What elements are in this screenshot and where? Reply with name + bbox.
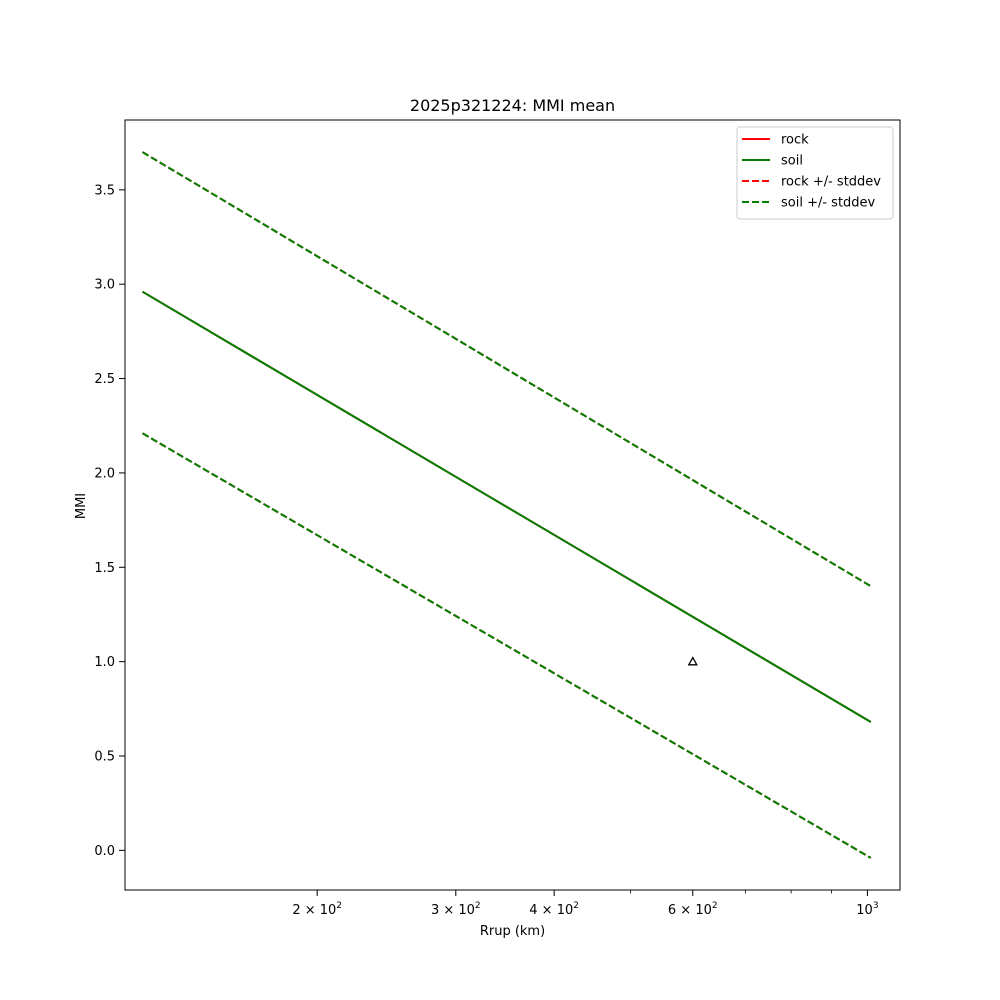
x-tick-label: 4 × 102 bbox=[529, 901, 579, 918]
legend: rock soil rock +/- stddev soil +/- stddev bbox=[736, 126, 894, 220]
y-tick-label: 2.0 bbox=[94, 466, 115, 481]
y-tick-label: 0.0 bbox=[94, 844, 115, 859]
y-tick-label: 1.0 bbox=[94, 655, 115, 670]
plot-area: 2 × 102 3 × 102 4 × 102 6 × 102 103 0.0 0.5 1.0… bbox=[94, 119, 901, 918]
y-tick-label: 1.5 bbox=[94, 561, 115, 576]
y-tick-label: 3.0 bbox=[94, 278, 115, 293]
chart-title: 2025p321224: MMI mean bbox=[410, 96, 615, 115]
series-line-soil bbox=[141, 290, 872, 723]
legend-label: soil +/- stddev bbox=[781, 196, 876, 211]
legend-label: rock +/- stddev bbox=[781, 175, 881, 190]
series-line-soil-stddev-lower bbox=[141, 432, 872, 859]
y-axis-label: MMI bbox=[74, 493, 89, 519]
plot-frame bbox=[124, 119, 901, 891]
y-tick-label: 0.5 bbox=[94, 750, 115, 765]
legend-label: soil bbox=[781, 154, 803, 169]
x-tick-label: 103 bbox=[856, 901, 878, 918]
x-tick-label: 3 × 102 bbox=[431, 901, 481, 918]
y-tick-label: 2.5 bbox=[94, 372, 115, 387]
legend-box bbox=[736, 126, 894, 220]
data-point-triangle-marker bbox=[687, 656, 698, 666]
x-axis-label: Rrup (km) bbox=[480, 924, 545, 939]
y-tick-label: 3.5 bbox=[94, 183, 115, 198]
series-line-soil-stddev-upper bbox=[141, 151, 872, 588]
x-tick-label: 6 × 102 bbox=[668, 901, 718, 918]
x-tick-label: 2 × 102 bbox=[292, 901, 342, 918]
legend-label: rock bbox=[781, 133, 809, 148]
